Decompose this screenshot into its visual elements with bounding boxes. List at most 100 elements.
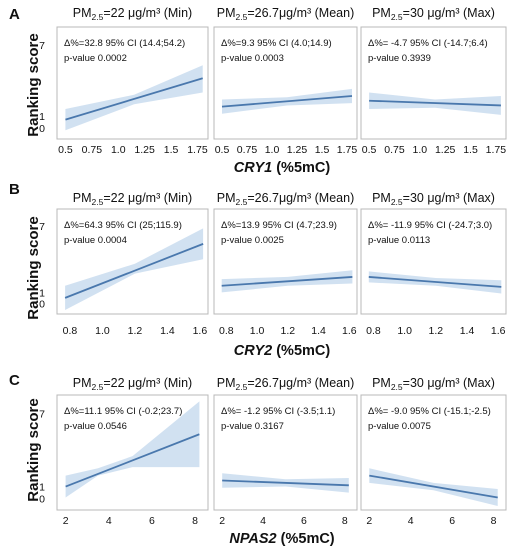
x-tick-label: 1.75 bbox=[486, 144, 507, 156]
plot-area bbox=[221, 88, 353, 114]
x-tick-label: 1.5 bbox=[315, 144, 330, 156]
plot-area bbox=[64, 228, 204, 310]
pm-subscript: 2.5 bbox=[391, 382, 403, 392]
p-value-annotation: p-value 0.0004 bbox=[64, 235, 127, 246]
x-tick-label: 6 bbox=[301, 515, 307, 527]
effect-annotation: Δ%=13.9 95% CI (4.7;23.9) bbox=[221, 220, 337, 231]
x-tick-label: 1.0 bbox=[250, 325, 265, 337]
x-tick-label: 1.75 bbox=[337, 144, 358, 156]
plot-area bbox=[369, 468, 498, 506]
regression-line bbox=[65, 77, 203, 121]
x-tick-label: 0.5 bbox=[58, 144, 73, 156]
x-tick-label: 1.0 bbox=[95, 325, 110, 337]
x-tick-label: 1.0 bbox=[111, 144, 126, 156]
pm-value: =30 μg/m³ (Max) bbox=[403, 6, 495, 20]
column-title: PM2.5=22 μg/m³ (Min) bbox=[73, 376, 192, 392]
subplot-c-3: PM2.5=30 μg/m³ (Max) Δ%= -9.0 95% CI (-15… bbox=[360, 376, 507, 527]
x-tick-label: 1.4 bbox=[460, 325, 475, 337]
subplot-frame bbox=[360, 26, 507, 140]
x-tick-label: 1.0 bbox=[265, 144, 280, 156]
regression-line bbox=[65, 433, 200, 488]
plot-area bbox=[65, 65, 203, 131]
subplot-c-2: PM2.5=26.7μg/m³ (Mean) Δ%= -1.2 95% CI (-… bbox=[213, 376, 358, 527]
p-value-annotation: p-value 0.0003 bbox=[221, 53, 284, 64]
regression-line bbox=[369, 99, 501, 107]
y-tick-label: 7 bbox=[39, 409, 45, 421]
regression-line bbox=[368, 276, 502, 288]
subplot-frame bbox=[213, 208, 358, 315]
p-value-annotation: p-value 0.0075 bbox=[368, 421, 431, 432]
x-tick-label: 4 bbox=[408, 515, 414, 527]
column-title: PM2.5=22 μg/m³ (Min) bbox=[73, 191, 192, 207]
regression-line bbox=[369, 474, 498, 499]
pm-subscript: 2.5 bbox=[92, 382, 104, 392]
plot-area bbox=[221, 270, 353, 293]
p-value-annotation: p-value 0.3167 bbox=[221, 421, 284, 432]
x-tick-label: 1.6 bbox=[193, 325, 208, 337]
x-tick-label: 0.8 bbox=[63, 325, 78, 337]
pm-value: =26.7μg/m³ (Mean) bbox=[247, 376, 354, 390]
pm-label: PM bbox=[372, 376, 391, 390]
x-tick-label: 6 bbox=[449, 515, 455, 527]
y-tick-label: 7 bbox=[39, 40, 45, 52]
pm-value: =26.7μg/m³ (Mean) bbox=[247, 191, 354, 205]
x-tick-label: 1.5 bbox=[164, 144, 179, 156]
effect-annotation: Δ%=64.3 95% CI (25;115.9) bbox=[64, 220, 182, 231]
x-tick-label: 1.25 bbox=[435, 144, 456, 156]
confidence-band bbox=[65, 228, 204, 310]
regression-line bbox=[222, 479, 349, 487]
x-tick-label: 0.75 bbox=[237, 144, 258, 156]
pm-label: PM bbox=[217, 191, 236, 205]
x-tick-label: 1.0 bbox=[413, 144, 428, 156]
regression-line bbox=[64, 243, 204, 299]
panel-letter: B bbox=[9, 181, 20, 198]
x-unit: (%5mC) bbox=[277, 531, 335, 547]
pm-label: PM bbox=[217, 376, 236, 390]
gene-name: CRY1 bbox=[234, 160, 272, 176]
y-tick-label: 1 bbox=[39, 287, 45, 299]
subplot-c-1: PM2.5=22 μg/m³ (Min) Δ%=11.1 95% CI (-0.2… bbox=[56, 376, 209, 527]
x-tick-label: 2 bbox=[366, 515, 372, 527]
x-tick-label: 1.5 bbox=[463, 144, 478, 156]
x-tick-label: 1.4 bbox=[160, 325, 175, 337]
pm-subscript: 2.5 bbox=[92, 197, 104, 207]
subplot-frame bbox=[213, 26, 358, 140]
x-tick-label: 0.8 bbox=[366, 325, 381, 337]
effect-annotation: Δ%=11.1 95% CI (-0.2;23.7) bbox=[64, 406, 182, 417]
x-unit: (%5mC) bbox=[272, 160, 330, 176]
x-axis-label: CRY1 (%5mC) bbox=[234, 160, 331, 176]
effect-annotation: Δ%=32.8 95% CI (14.4;54.2) bbox=[64, 38, 185, 49]
y-axis-label: Ranking score bbox=[25, 216, 42, 319]
x-tick-label: 4 bbox=[260, 515, 266, 527]
effect-annotation: Δ%= -9.0 95% CI (-15.1;-2.5) bbox=[368, 406, 491, 417]
column-title: PM2.5=26.7μg/m³ (Mean) bbox=[217, 376, 354, 392]
p-value-annotation: p-value 0.0002 bbox=[64, 53, 127, 64]
pm-value: =22 μg/m³ (Min) bbox=[103, 6, 192, 20]
subplot-b-1: PM2.5=22 μg/m³ (Min) Δ%=64.3 95% CI (25;1… bbox=[56, 191, 209, 337]
x-tick-label: 0.75 bbox=[82, 144, 103, 156]
x-tick-label: 0.5 bbox=[362, 144, 377, 156]
x-tick-label: 1.0 bbox=[397, 325, 412, 337]
x-tick-label: 0.8 bbox=[219, 325, 234, 337]
x-axis-label: NPAS2 (%5mC) bbox=[229, 531, 334, 547]
effect-annotation: Δ%= -11.9 95% CI (-24.7;3.0) bbox=[368, 220, 492, 231]
pm-label: PM bbox=[372, 6, 391, 20]
pm-label: PM bbox=[73, 376, 92, 390]
x-axis-label: CRY2 (%5mC) bbox=[234, 343, 331, 359]
p-value-annotation: p-value 0.3939 bbox=[368, 53, 431, 64]
y-tick-label: 7 bbox=[39, 221, 45, 233]
y-axis-label: Ranking score bbox=[25, 398, 42, 501]
pm-subscript: 2.5 bbox=[391, 197, 403, 207]
pm-label: PM bbox=[73, 191, 92, 205]
x-tick-label: 1.25 bbox=[134, 144, 155, 156]
p-value-annotation: p-value 0.0546 bbox=[64, 421, 127, 432]
subplot-frame bbox=[360, 208, 507, 315]
x-tick-label: 8 bbox=[342, 515, 348, 527]
subplot-b-3: PM2.5=30 μg/m³ (Max) Δ%= -11.9 95% CI (-2… bbox=[360, 191, 507, 337]
y-tick-label: 1 bbox=[39, 482, 45, 494]
column-title: PM2.5=30 μg/m³ (Max) bbox=[372, 376, 495, 392]
pm-value: =30 μg/m³ (Max) bbox=[403, 376, 495, 390]
x-tick-label: 2 bbox=[219, 515, 225, 527]
pm-subscript: 2.5 bbox=[391, 12, 403, 22]
